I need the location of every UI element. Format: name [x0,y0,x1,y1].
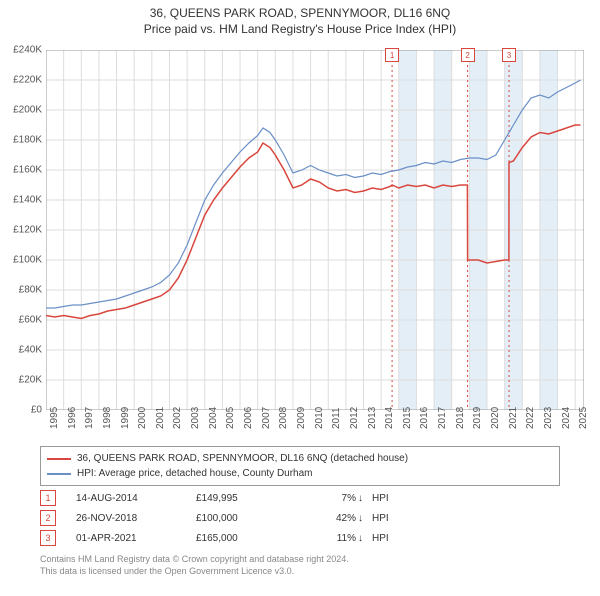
sale-hpi-label: HPI [372,493,412,504]
sale-marker-2: 2 [461,48,475,62]
x-axis-tick-label: 2005 [225,407,236,429]
x-axis-tick-label: 2024 [561,407,572,429]
y-axis-tick-label: £80K [4,285,42,296]
legend-label: HPI: Average price, detached house, Coun… [77,468,313,479]
legend-swatch [47,473,71,475]
sale-diff: 11% [296,533,358,544]
line-chart-svg [46,50,584,410]
x-axis-tick-label: 2022 [525,407,536,429]
down-arrow-icon: ↓ [358,493,372,504]
x-axis-tick-label: 2007 [261,407,272,429]
x-axis-tick-label: 2012 [349,407,360,429]
x-axis-tick-label: 2016 [419,407,430,429]
x-axis-tick-label: 2025 [578,407,589,429]
x-axis-tick-label: 2010 [314,407,325,429]
x-axis-tick-label: 2000 [137,407,148,429]
x-axis-tick-label: 1996 [67,407,78,429]
x-axis-tick-label: 1999 [120,407,131,429]
chart-title: 36, QUEENS PARK ROAD, SPENNYMOOR, DL16 6… [0,6,600,20]
legend-box: 36, QUEENS PARK ROAD, SPENNYMOOR, DL16 6… [40,446,560,486]
sale-date: 14-AUG-2014 [76,493,196,504]
footer-attribution: Contains HM Land Registry data © Crown c… [40,554,560,577]
legend-label: 36, QUEENS PARK ROAD, SPENNYMOOR, DL16 6… [77,453,408,464]
x-axis-tick-label: 2017 [437,407,448,429]
y-axis-tick-label: £240K [4,45,42,56]
sale-marker-icon: 2 [40,510,56,526]
chart-subtitle: Price paid vs. HM Land Registry's House … [0,22,600,36]
legend-item: HPI: Average price, detached house, Coun… [47,466,553,481]
x-axis-tick-label: 2014 [384,407,395,429]
sale-diff: 42% [296,513,358,524]
x-axis-tick-label: 2023 [543,407,554,429]
y-axis-tick-label: £180K [4,135,42,146]
y-axis-tick-label: £20K [4,375,42,386]
y-axis-tick-label: £40K [4,345,42,356]
x-axis-tick-label: 2001 [155,407,166,429]
footer-line-2: This data is licensed under the Open Gov… [40,566,560,578]
sale-marker-icon: 1 [40,490,56,506]
x-axis-tick-label: 2015 [402,407,413,429]
down-arrow-icon: ↓ [358,513,372,524]
x-axis-tick-label: 2002 [172,407,183,429]
sale-row: 1 14-AUG-2014£149,9957%↓HPI [40,488,560,508]
x-axis-tick-label: 2009 [296,407,307,429]
x-axis-tick-label: 2008 [278,407,289,429]
sale-marker-icon: 3 [40,530,56,546]
sale-diff: 7% [296,493,358,504]
x-axis-tick-label: 2006 [243,407,254,429]
x-axis-tick-label: 1997 [84,407,95,429]
x-axis-tick-label: 2019 [472,407,483,429]
sale-price: £100,000 [196,513,296,524]
sale-price: £165,000 [196,533,296,544]
sale-hpi-label: HPI [372,533,412,544]
footer-line-1: Contains HM Land Registry data © Crown c… [40,554,560,566]
x-axis-tick-label: 2004 [208,407,219,429]
sale-marker-3: 3 [502,48,516,62]
down-arrow-icon: ↓ [358,533,372,544]
x-axis-tick-label: 2013 [367,407,378,429]
sale-row: 2 26-NOV-2018£100,00042%↓HPI [40,508,560,528]
y-axis-tick-label: £140K [4,195,42,206]
sale-date: 26-NOV-2018 [76,513,196,524]
sale-row: 3 01-APR-2021£165,00011%↓HPI [40,528,560,548]
x-axis-tick-label: 2020 [490,407,501,429]
y-axis-tick-label: £200K [4,105,42,116]
x-axis-tick-label: 2021 [508,407,519,429]
sale-price: £149,995 [196,493,296,504]
x-axis-tick-label: 2018 [455,407,466,429]
y-axis-tick-label: £100K [4,255,42,266]
x-axis-tick-label: 1995 [49,407,60,429]
sales-table: 114-AUG-2014£149,9957%↓HPI226-NOV-2018£1… [40,488,560,548]
sale-marker-1: 1 [385,48,399,62]
x-axis-tick-label: 2011 [331,407,342,429]
legend-swatch [47,458,71,460]
legend-item: 36, QUEENS PARK ROAD, SPENNYMOOR, DL16 6… [47,451,553,466]
sale-hpi-label: HPI [372,513,412,524]
x-axis-tick-label: 1998 [102,407,113,429]
y-axis-tick-label: £120K [4,225,42,236]
y-axis-tick-label: £160K [4,165,42,176]
y-axis-tick-label: £220K [4,75,42,86]
x-axis-tick-label: 2003 [190,407,201,429]
chart-area: £0£20K£40K£60K£80K£100K£120K£140K£160K£1… [46,50,584,410]
sale-date: 01-APR-2021 [76,533,196,544]
y-axis-tick-label: £0 [4,405,42,416]
y-axis-tick-label: £60K [4,315,42,326]
